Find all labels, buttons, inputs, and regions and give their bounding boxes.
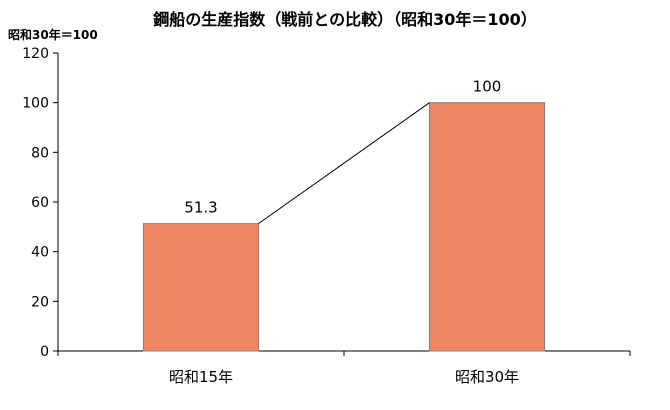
chart-title: 鋼船の生産指数（戦前との比較）（昭和30年＝100） — [153, 10, 537, 29]
y-tick-label: 100 — [22, 96, 49, 112]
data-label-1: 51.3 — [184, 199, 217, 217]
y-tick-label: 80 — [31, 145, 49, 161]
y-tick-label: 60 — [31, 195, 49, 211]
y-tick-label: 120 — [22, 46, 49, 62]
data-label-2: 100 — [473, 78, 502, 96]
bar-1 — [143, 223, 259, 352]
y-tick-label: 0 — [40, 344, 49, 360]
connector-line — [258, 102, 430, 225]
y-tick-label: 40 — [31, 245, 49, 261]
unit-label: 昭和30年＝100 — [8, 28, 98, 42]
y-tick-label: 20 — [31, 294, 49, 310]
category-label-2: 昭和30年 — [455, 368, 519, 386]
category-label-1: 昭和15年 — [169, 368, 233, 386]
bar-2 — [429, 102, 545, 352]
